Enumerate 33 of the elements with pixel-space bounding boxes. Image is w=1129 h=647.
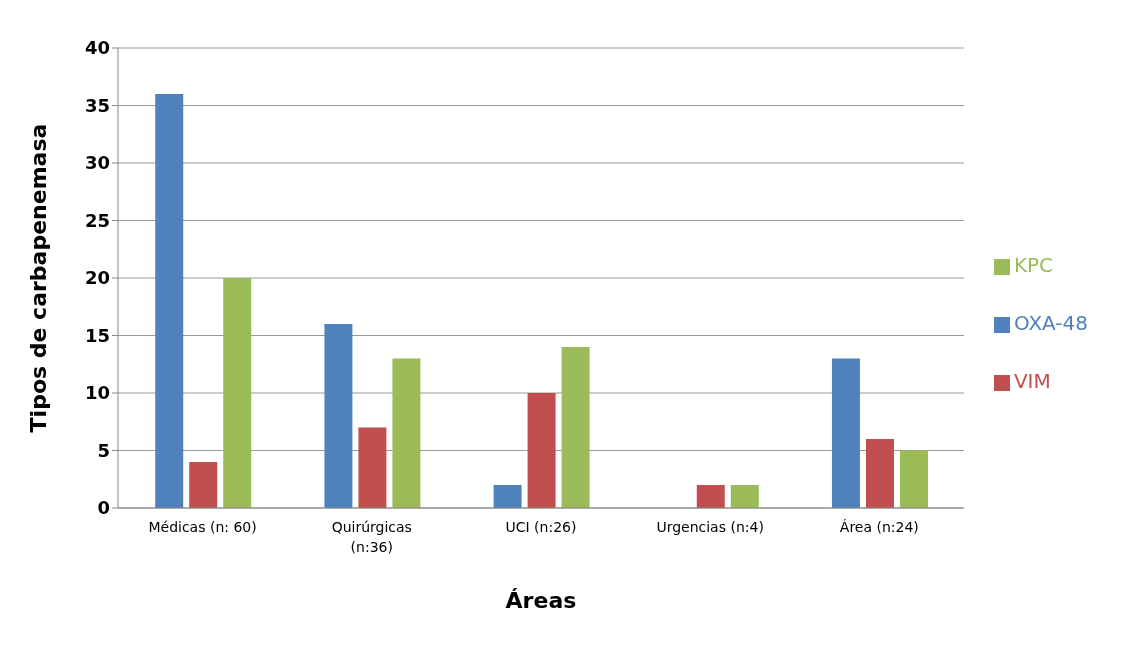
x-tick-label: UCI (n:26) [505,519,577,535]
y-tick-label: 25 [84,209,110,231]
legend-label: KPC [1013,253,1054,277]
y-tick-label: 40 [84,37,110,59]
x-tick-label: Quirúrgicas (n:36) [331,519,412,555]
bar [730,485,759,508]
bar [392,358,421,508]
x-axis-title: Áreas [505,588,577,613]
bar [223,278,252,508]
bar [899,450,928,508]
bar [561,347,590,508]
legend-label: VIM [1013,369,1051,393]
y-tick-label: 15 [84,324,110,346]
legend-label: OXA-48 [1013,311,1088,335]
bar [696,485,725,508]
y-axis-title: Tipos de carbapenemasa [25,123,51,433]
x-tick-label: Área (n:24) [839,519,919,535]
bar [493,485,522,508]
bar [155,94,184,508]
y-tick-label: 35 [84,94,110,116]
bar [865,439,894,508]
x-tick-label: Médicas (n: 60) [148,519,257,535]
y-tick-label: 20 [84,267,110,289]
bar [358,427,387,508]
x-tick-label: Urgencias (n:4) [656,519,764,535]
bar [324,324,353,508]
y-tick-label: 10 [84,382,110,404]
y-tick-label: 0 [97,497,110,519]
y-tick-label: 30 [84,152,110,174]
y-tick-label: 5 [97,439,110,461]
bar [831,358,860,508]
bar [527,393,556,508]
bar [189,462,218,508]
